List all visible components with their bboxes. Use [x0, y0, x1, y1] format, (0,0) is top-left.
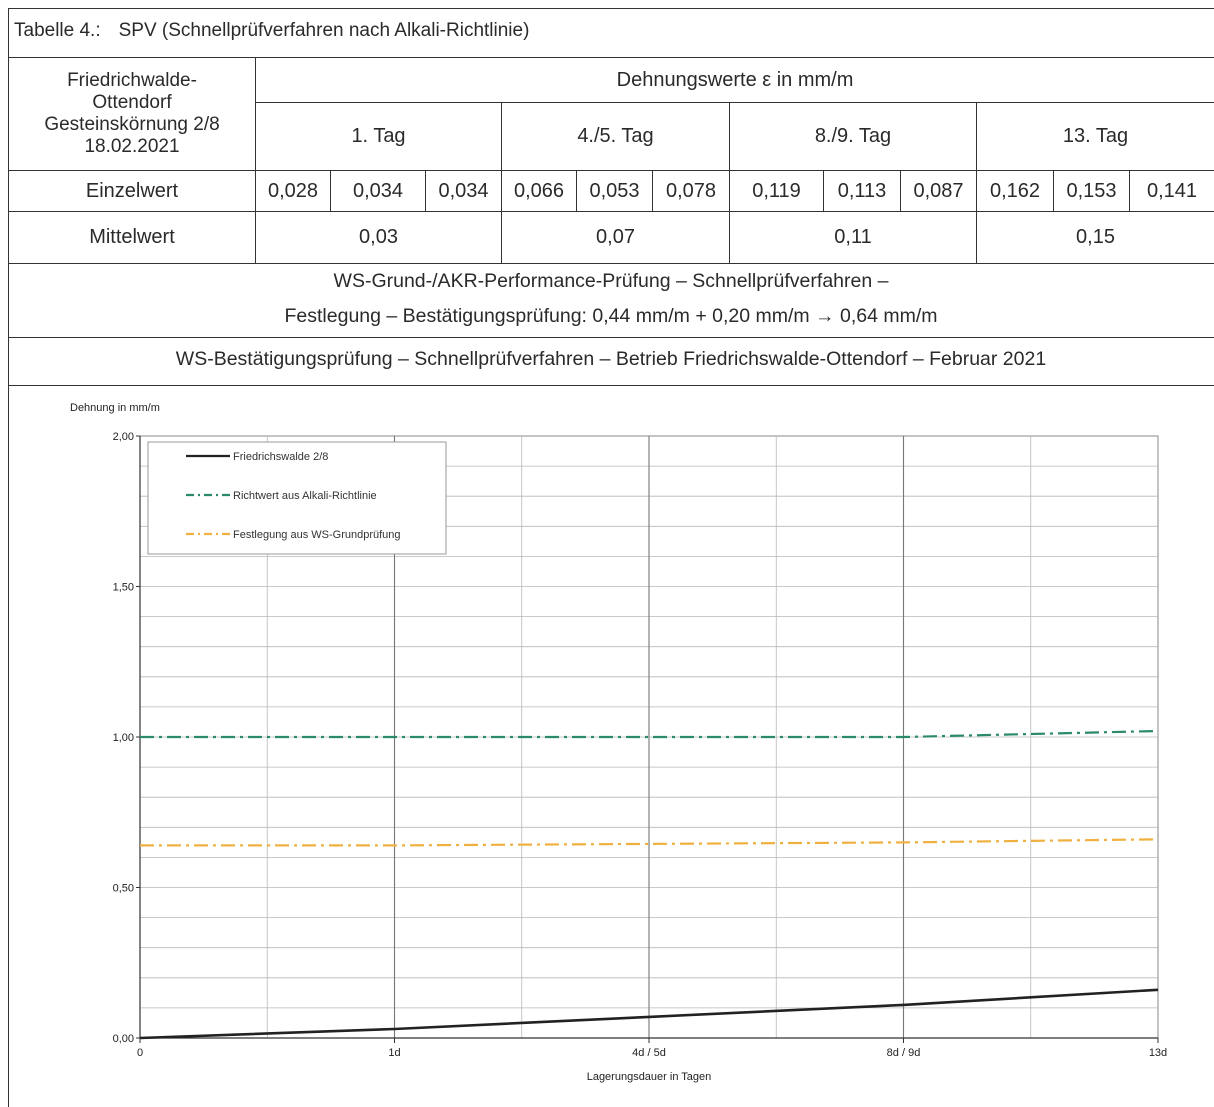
series-line-1	[140, 729, 1159, 739]
single-value: 0,119	[729, 170, 824, 212]
legend-label: Richtwert aus Alkali-Richtlinie	[233, 490, 377, 502]
single-value: 0,078	[652, 170, 730, 212]
confirmation-test-band: WS-Bestätigungsprüfung – Schnellprüfverf…	[8, 338, 1214, 386]
mean-value: 0,03	[255, 211, 502, 264]
row-label-mean: Mittelwert	[8, 211, 256, 264]
row-label-single: Einzelwert	[8, 170, 256, 212]
single-value: 0,066	[501, 170, 577, 212]
single-value: 0,053	[576, 170, 653, 212]
y-tick-label: 2,00	[113, 431, 134, 443]
caption-title: SPV (Schnellprüfverfahren nach Alkali-Ri…	[118, 20, 530, 41]
sample-line: Ottendorf	[92, 92, 172, 113]
day-header: 13. Tag	[975, 102, 1214, 171]
x-tick-label: 4d / 5d	[632, 1047, 666, 1059]
x-tick-label: 13d	[1149, 1047, 1167, 1059]
single-value: 0,034	[330, 170, 426, 212]
series-line-2	[140, 838, 1159, 847]
sample-line: Gesteinskörnung 2/8	[44, 114, 220, 135]
y-tick-label: 0,00	[113, 1033, 134, 1045]
expansion-table: Friedrichwalde- Ottendorf Gesteinskörnun…	[8, 57, 1214, 264]
group-header: Dehnungswerte ε in mm/m	[254, 57, 1214, 103]
caption-label: Tabelle 4.:	[14, 20, 101, 41]
day-header: 1. Tag	[255, 102, 502, 171]
band-line: WS-Grund-/AKR-Performance-Prüfung – Schn…	[333, 270, 889, 292]
x-tick-label: 1d	[388, 1047, 400, 1059]
x-axis-label: Lagerungsdauer in Tagen	[587, 1071, 712, 1083]
sample-line: Friedrichwalde-	[67, 70, 197, 91]
y-tick-label: 1,00	[113, 732, 134, 744]
day-header: 8./9. Tag	[729, 102, 977, 171]
x-tick-label: 0	[137, 1047, 143, 1059]
series-line-0	[139, 988, 1159, 1040]
sample-line: 18.02.2021	[84, 136, 180, 157]
y-axis-label: Dehnung in mm/m	[70, 402, 160, 414]
chart-svg: 0,00 0,50 1,00 1,50 2,00 0 1d 4d / 5d 8d / 9d 13d…	[70, 402, 1167, 1083]
mean-value: 0,07	[501, 211, 730, 264]
single-value: 0,113	[823, 170, 901, 212]
performance-test-band: WS-Grund-/AKR-Performance-Prüfung – Schn…	[8, 263, 1214, 338]
x-tick-label: 8d / 9d	[887, 1047, 921, 1059]
single-value: 0,141	[1128, 170, 1214, 212]
document-frame	[8, 8, 1214, 1107]
single-value: 0,034	[425, 170, 502, 212]
mean-value: 0,15	[975, 211, 1214, 264]
single-value: 0,087	[900, 170, 977, 212]
band-line: Festlegung – Bestätigungsprüfung: 0,44 m…	[284, 305, 938, 327]
single-value: 0,028	[255, 170, 331, 212]
single-value: 0,153	[1053, 170, 1130, 212]
y-tick-label: 0,50	[113, 883, 134, 895]
sample-header-cell: Friedrichwalde- Ottendorf Gesteinskörnun…	[8, 57, 256, 171]
day-header: 4./5. Tag	[501, 102, 730, 171]
single-value: 0,162	[976, 170, 1054, 212]
y-tick-label: 1,50	[113, 582, 134, 594]
expansion-chart: 0,00 0,50 1,00 1,50 2,00 0 1d 4d / 5d 8d / 9d 13d…	[8, 386, 1214, 1107]
table-caption: Tabelle 4.: SPV (Schnellprüfverfahren nac…	[14, 14, 529, 48]
legend-box	[147, 441, 447, 555]
legend-label: Friedrichswalde 2/8	[233, 451, 328, 463]
legend-label: Festlegung aus WS-Grundprüfung	[233, 529, 401, 541]
mean-value: 0,11	[729, 211, 977, 264]
